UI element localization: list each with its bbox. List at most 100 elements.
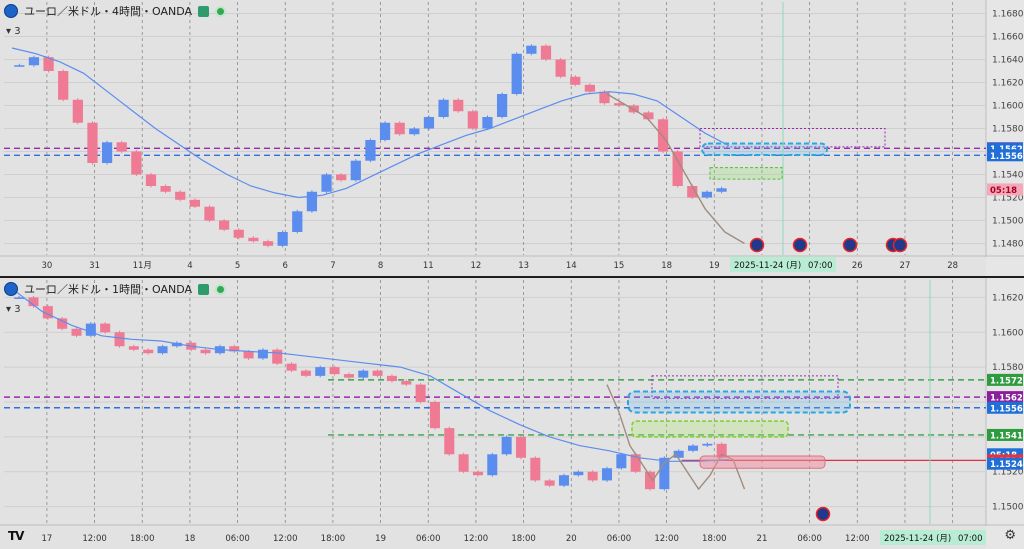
- cursor-time-text: 07:00: [958, 534, 983, 544]
- x-tick-label: 12:00: [273, 534, 298, 544]
- candle-body: [157, 346, 168, 354]
- eur-logo-icon: [4, 4, 18, 18]
- candle-body: [100, 323, 111, 333]
- candle-body: [233, 229, 244, 238]
- candle-body: [702, 443, 713, 446]
- candle-body: [200, 349, 211, 354]
- candle-body: [43, 57, 54, 71]
- x-tick-label: 18:00: [702, 534, 727, 544]
- indicators-toggle[interactable]: ▾ 3: [6, 304, 21, 315]
- chart-title: ユーロ／米ドル・4時間・OANDA: [24, 5, 193, 18]
- economic-event-icon: [749, 237, 765, 253]
- candle-body: [145, 174, 157, 186]
- candle-body: [401, 381, 412, 385]
- cursor-time-label: 2025-11-24 (月) 07:00: [730, 257, 836, 272]
- x-tick-label: 8: [378, 261, 383, 271]
- forecast-path: [606, 93, 745, 245]
- price-label: 1.15567: [987, 401, 1024, 414]
- x-tick-label: 17: [41, 534, 52, 544]
- chart-1h-canvas[interactable]: 1.162001.160001.158001.156001.154001.152…: [0, 278, 1024, 549]
- candle-body: [160, 186, 171, 192]
- candle-body: [472, 471, 483, 476]
- candle-body: [116, 142, 127, 152]
- candle-body: [315, 367, 326, 376]
- candle-body: [716, 188, 727, 192]
- x-tick-label: 06:00: [225, 534, 250, 544]
- x-tick-label: 21: [757, 534, 768, 544]
- x-tick-label: 18: [661, 261, 672, 271]
- candle-body: [14, 65, 25, 67]
- x-tick-label: 18:00: [130, 534, 155, 544]
- candle-body: [248, 237, 259, 242]
- candle-body: [453, 99, 464, 112]
- candle-body: [644, 471, 656, 490]
- candle-body: [58, 71, 69, 100]
- symbol-header[interactable]: ユーロ／米ドル・1時間・OANDA: [4, 281, 227, 297]
- flag-icon[interactable]: [198, 5, 210, 17]
- candle-body: [219, 220, 230, 230]
- candle-body: [716, 443, 727, 458]
- y-tick-label: 1.16000: [992, 102, 1024, 112]
- moving-average-line: [11, 47, 730, 199]
- x-tick-label: 12:00: [464, 534, 489, 544]
- candle-body: [643, 112, 654, 120]
- zone-box: [701, 142, 828, 156]
- candle-body: [515, 436, 526, 458]
- y-tick-label: 1.14800: [992, 240, 1024, 250]
- candle-body: [616, 454, 627, 469]
- x-tick-label: 20: [566, 534, 577, 544]
- price-label-text: 1.15727: [990, 376, 1024, 386]
- y-tick-label: 1.15200: [992, 468, 1024, 478]
- cursor-time-text: 07:00: [808, 261, 833, 271]
- x-tick-label: 12:00: [82, 534, 107, 544]
- flag-icon[interactable]: [198, 283, 210, 295]
- price-label-bg: [987, 391, 1023, 404]
- indicators-toggle[interactable]: ▾ 3: [6, 26, 21, 37]
- cursor-time-bg: [730, 257, 836, 272]
- x-tick-label: 11: [423, 261, 434, 271]
- price-axis: [986, 0, 1024, 276]
- indicator-count: 3: [14, 304, 21, 315]
- candle-body: [131, 151, 142, 175]
- candle-body: [438, 99, 449, 117]
- chart-4h-canvas[interactable]: 1.16800 1.16600 1.16400 1.16200 1.16000 1.158…: [0, 0, 1024, 276]
- x-tick-label: 12: [471, 261, 482, 271]
- cursor-date-text: 2025-11-24 (月): [734, 261, 801, 271]
- cursor-time-label: 2025-11-24 (月) 07:00: [880, 530, 986, 545]
- x-tick-label: 06:00: [416, 534, 441, 544]
- candle-body: [358, 370, 369, 378]
- candle-body: [28, 57, 40, 66]
- tradingview-logo-icon[interactable]: TV: [8, 529, 25, 543]
- x-tick-label: 7: [330, 261, 335, 271]
- y-tick-label: 1.16400: [992, 56, 1024, 66]
- economic-event-icon: [892, 237, 908, 253]
- zone-box: [699, 455, 826, 469]
- candle-body: [143, 349, 154, 354]
- candle-body: [372, 370, 383, 376]
- chart-pane-1h[interactable]: 1.162001.160001.158001.156001.154001.152…: [0, 276, 1024, 549]
- x-tick-label: 5: [235, 261, 240, 271]
- zone-box: [631, 420, 789, 438]
- price-label-text: 1.15567: [990, 404, 1024, 414]
- candle-body: [87, 122, 98, 163]
- candle-body: [175, 191, 186, 200]
- zone-box: [709, 167, 783, 180]
- candle-body: [687, 445, 699, 451]
- candle-body: [415, 384, 426, 402]
- market-open-icon: [215, 5, 227, 17]
- x-tick-label: 14: [566, 261, 577, 271]
- candle-body: [229, 346, 240, 352]
- x-tick-label: 26: [852, 261, 863, 271]
- x-tick-label: 06:00: [797, 534, 822, 544]
- gear-icon[interactable]: ⚙: [1004, 528, 1016, 543]
- candle-body: [570, 76, 581, 85]
- candle-body: [458, 454, 469, 472]
- candle-body: [614, 103, 625, 106]
- candle-body: [379, 122, 391, 140]
- candle-body: [501, 436, 512, 455]
- price-label-text: 05:18: [990, 186, 1017, 196]
- chart-pane-4h[interactable]: 1.16800 1.16600 1.16400 1.16200 1.16000 1.158…: [0, 0, 1024, 276]
- symbol-header[interactable]: ユーロ／米ドル・4時間・OANDA: [4, 3, 227, 19]
- forecast-path: [606, 384, 746, 491]
